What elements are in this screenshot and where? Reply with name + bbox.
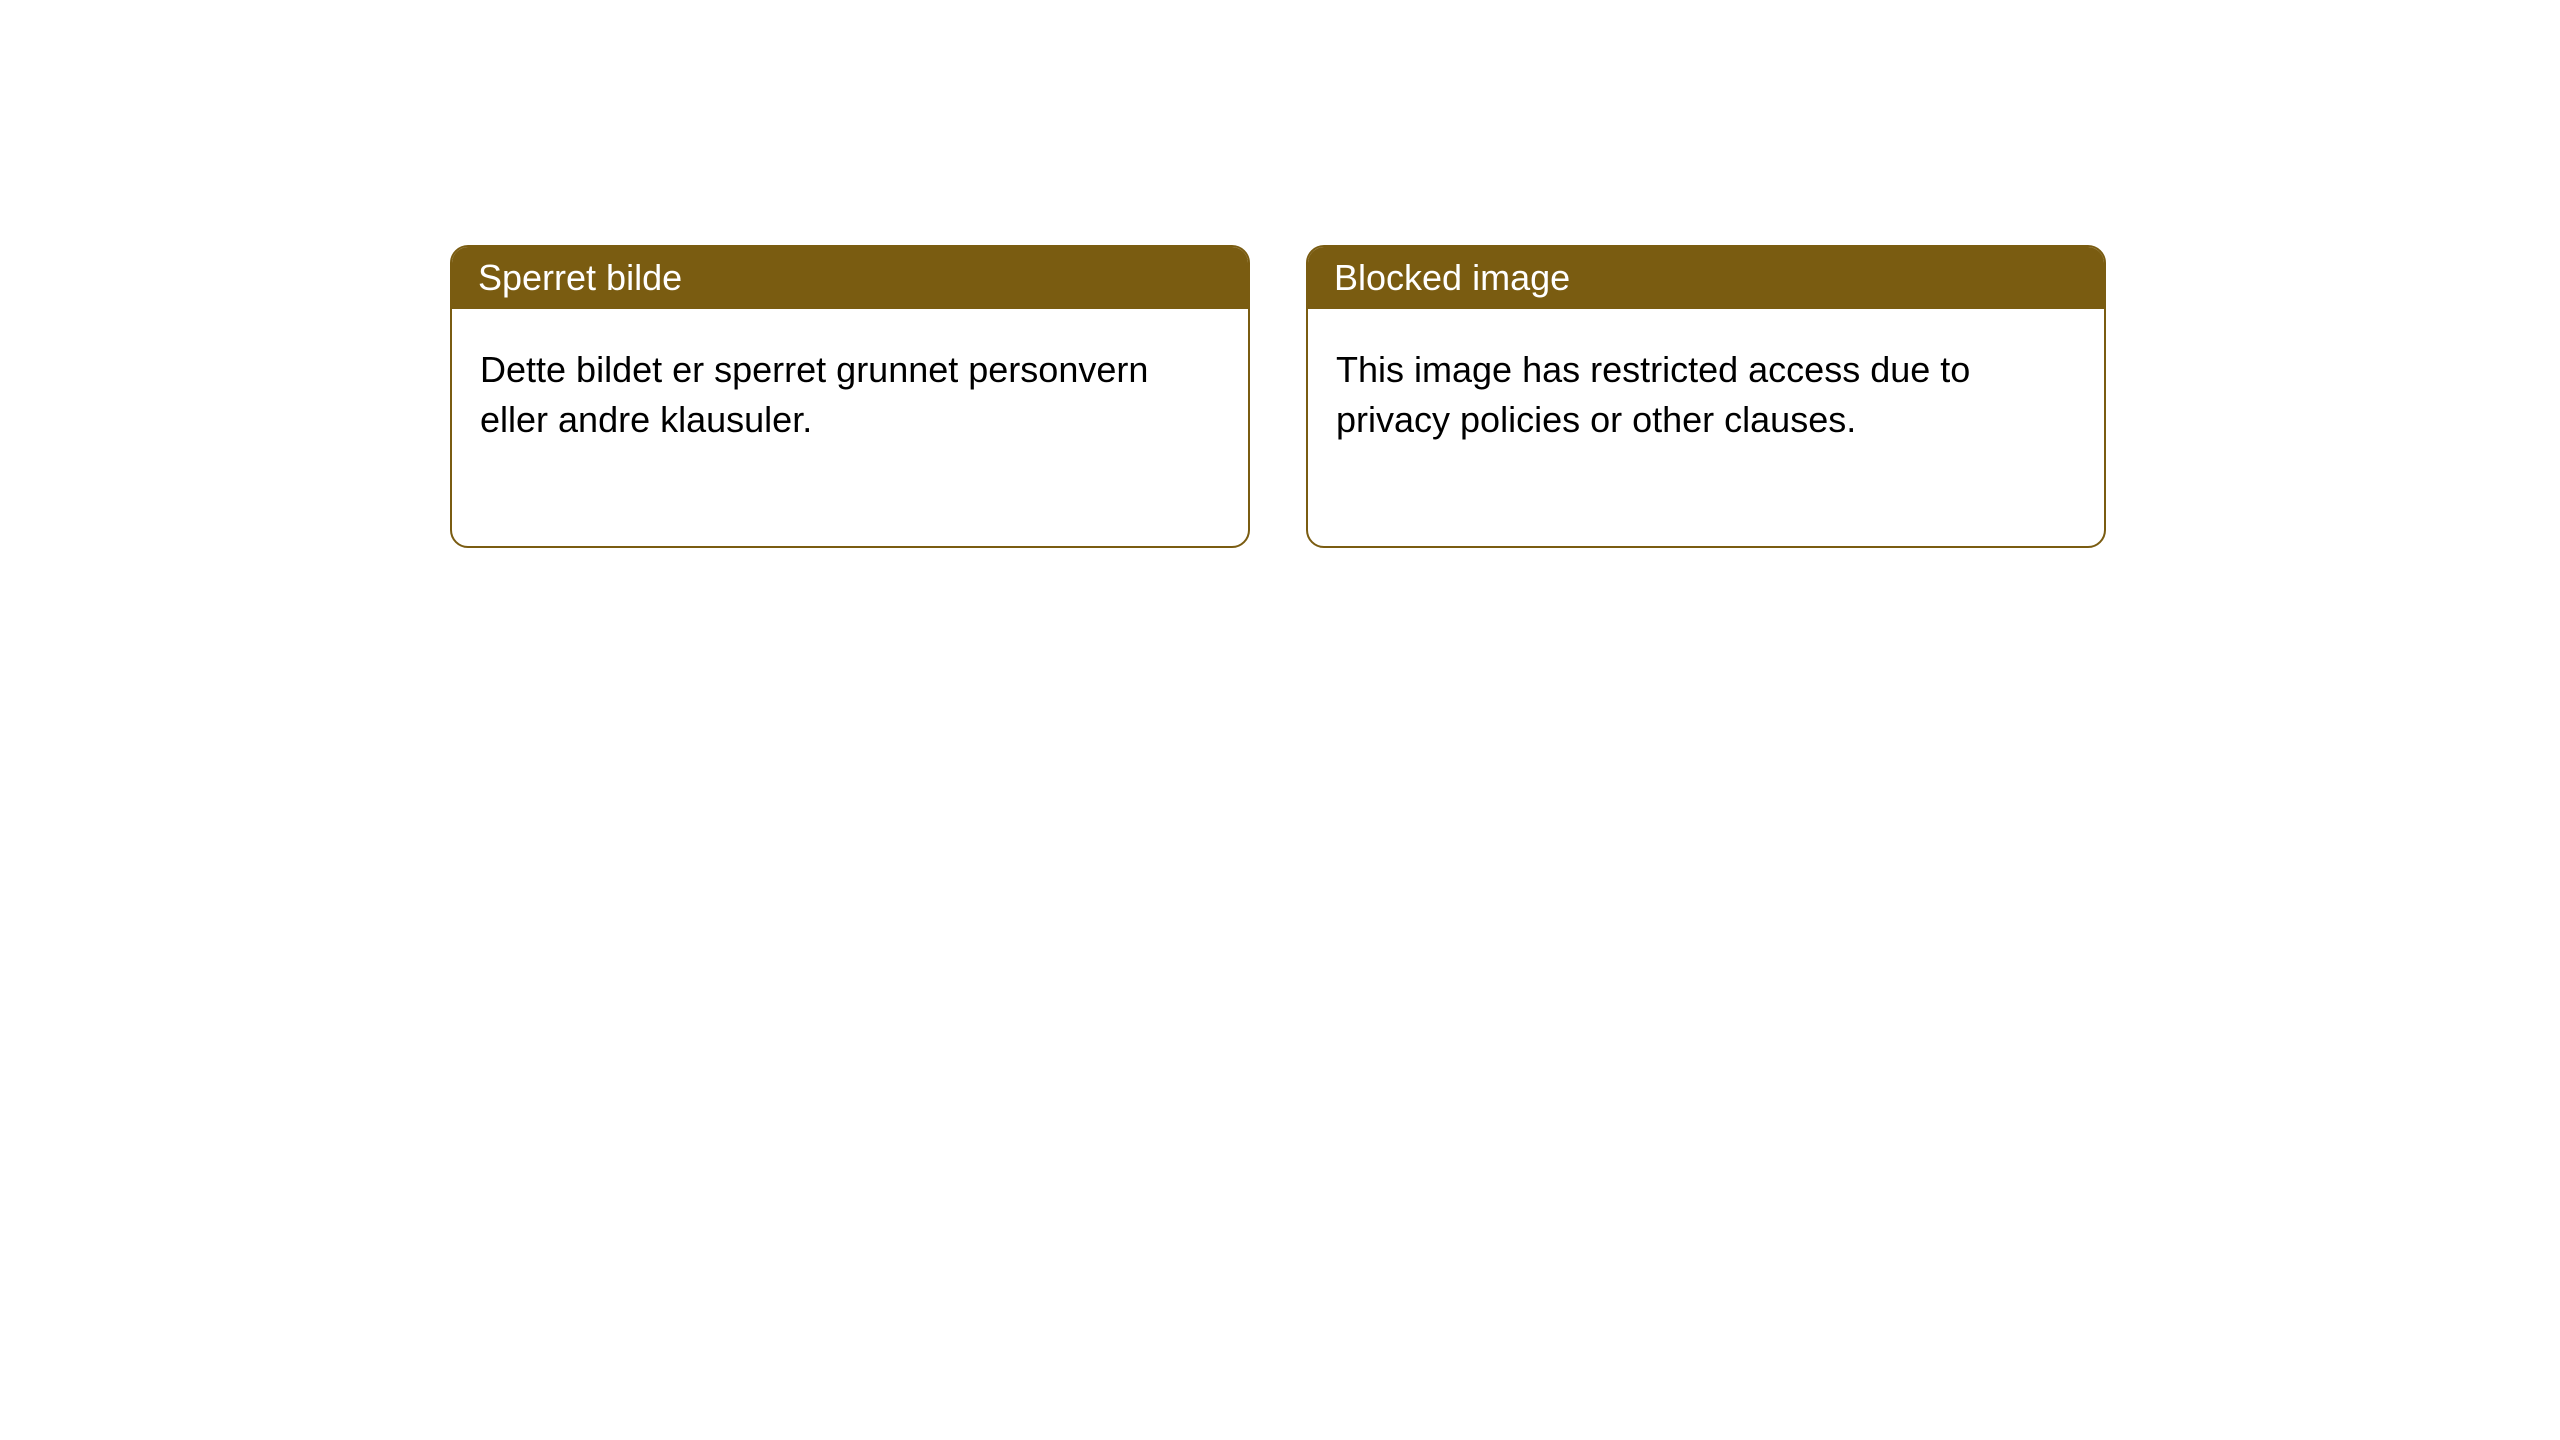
notice-body: This image has restricted access due to … [1308,309,2104,546]
notice-body: Dette bildet er sperret grunnet personve… [452,309,1248,546]
notice-card-norwegian: Sperret bilde Dette bildet er sperret gr… [450,245,1250,548]
notice-container: Sperret bilde Dette bildet er sperret gr… [0,0,2560,548]
notice-card-english: Blocked image This image has restricted … [1306,245,2106,548]
notice-header: Sperret bilde [452,247,1248,309]
notice-header: Blocked image [1308,247,2104,309]
